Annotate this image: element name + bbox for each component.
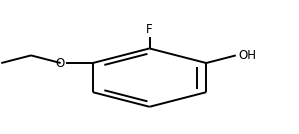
Text: OH: OH (239, 49, 257, 62)
Text: F: F (146, 23, 153, 36)
Text: O: O (55, 57, 65, 70)
